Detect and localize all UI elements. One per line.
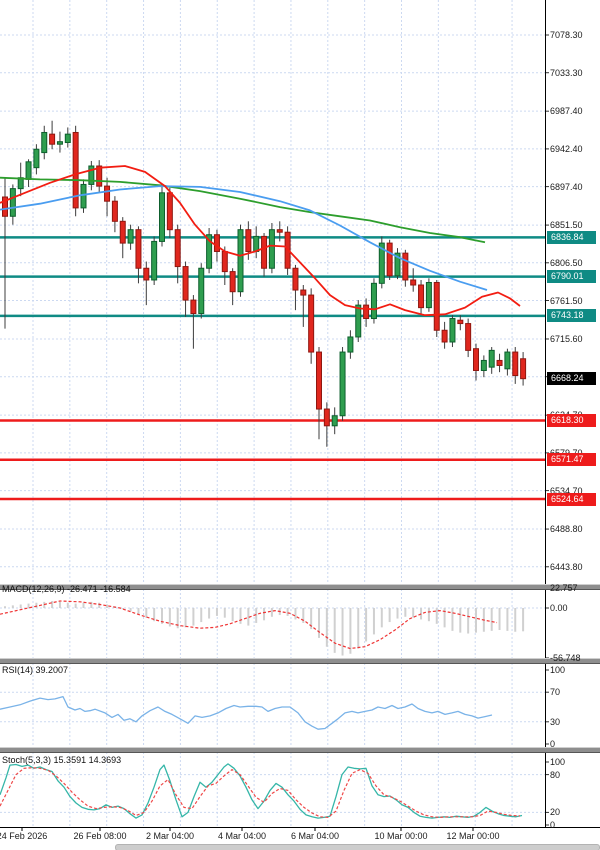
rsi-indicator-label: RSI(14) 39.2007 — [2, 665, 68, 675]
candle-bearish — [96, 165, 103, 187]
candle-bullish — [504, 351, 511, 370]
candle-bullish — [64, 133, 71, 144]
candle-bullish — [88, 165, 95, 185]
rsi-panel-separator[interactable] — [0, 658, 600, 664]
candle-bullish — [425, 281, 432, 309]
candle-bearish — [441, 329, 448, 343]
candle-bullish — [237, 229, 244, 293]
macd-signal-line — [0, 600, 498, 650]
candle-bearish — [363, 304, 370, 320]
candle-bullish — [480, 359, 487, 371]
candle-bearish — [166, 192, 173, 231]
candle-bullish — [80, 183, 87, 209]
candle-bearish — [402, 252, 409, 281]
rsi-name: RSI(14) — [2, 665, 34, 675]
candle-bearish — [221, 250, 228, 273]
candle-bearish — [190, 299, 197, 315]
candle-bearish — [473, 348, 479, 371]
stoch-k-line — [0, 763, 523, 819]
candle-bullish — [206, 234, 213, 269]
candle-bullish — [449, 318, 456, 343]
candle-bearish — [182, 266, 189, 301]
candle-bearish — [418, 284, 425, 309]
candle-bearish — [300, 289, 307, 296]
candle-bullish — [9, 188, 16, 217]
ma-fast-red — [0, 165, 521, 317]
stoch-name: Stoch(5,3,3) — [2, 755, 52, 765]
candle-bearish — [111, 200, 118, 222]
candle-bullish — [355, 304, 362, 338]
candle-bearish — [104, 185, 111, 202]
candle-bullish — [127, 229, 134, 244]
candle-bearish — [323, 408, 330, 427]
candle-bearish — [213, 234, 220, 252]
candle-bearish — [2, 196, 8, 217]
candle-bearish — [410, 279, 417, 286]
candle-bullish — [378, 242, 385, 284]
candle-bullish — [25, 161, 32, 180]
candle-bearish — [520, 358, 527, 380]
rsi-line — [0, 695, 493, 730]
candle-bearish — [229, 271, 236, 293]
candle-bullish — [253, 235, 260, 252]
candle-bullish — [339, 351, 346, 417]
candle-bullish — [151, 240, 158, 281]
candle-bearish — [143, 267, 150, 281]
candle-bearish — [308, 294, 315, 353]
stoch-panel-separator[interactable] — [0, 747, 600, 753]
stoch-values: 15.3591 14.3693 — [53, 755, 122, 765]
candle-bearish — [135, 229, 142, 269]
candle-bearish — [465, 323, 472, 351]
candle-bearish — [386, 242, 393, 277]
horizontal-scrollbar[interactable] — [115, 844, 600, 850]
candle-bearish — [49, 133, 56, 145]
candle-bearish — [316, 351, 322, 410]
stoch-d-line — [0, 767, 521, 819]
candle-bullish — [198, 267, 205, 315]
rsi-values: 39.2007 — [35, 665, 69, 675]
candle-bullish — [268, 229, 275, 269]
ma-mid-blue — [0, 185, 488, 291]
candle-bullish — [56, 141, 63, 145]
candle-bearish — [496, 359, 503, 366]
candle-bullish — [370, 282, 377, 320]
candle-bearish — [261, 235, 268, 269]
candle-bullish — [33, 148, 40, 169]
macd-panel-separator[interactable] — [0, 584, 600, 590]
candle-bullish — [488, 349, 495, 368]
macd-indicator-label: MACD(12,26,9) -26.471 -16.584 — [2, 584, 131, 594]
candle-bullish — [331, 415, 338, 427]
candle-bearish — [174, 229, 181, 268]
candle-bullish — [159, 192, 165, 242]
macd-values: -26.471 -16.584 — [67, 584, 131, 594]
candle-bearish — [276, 229, 283, 233]
candle-bearish — [433, 281, 440, 331]
candle-bullish — [347, 336, 354, 353]
candle-bullish — [41, 131, 48, 154]
ma-slow-green — [0, 176, 486, 244]
candle-bearish — [119, 220, 126, 244]
candle-bearish — [245, 229, 252, 252]
candle-bearish — [292, 267, 299, 291]
candle-bearish — [457, 319, 464, 325]
candle-bullish — [394, 252, 401, 277]
stoch-indicator-label: Stoch(5,3,3) 15.3591 14.3693 — [2, 755, 121, 765]
candle-bearish — [512, 351, 519, 377]
macd-name: MACD(12,26,9) — [2, 584, 65, 594]
candle-bearish — [72, 131, 79, 209]
